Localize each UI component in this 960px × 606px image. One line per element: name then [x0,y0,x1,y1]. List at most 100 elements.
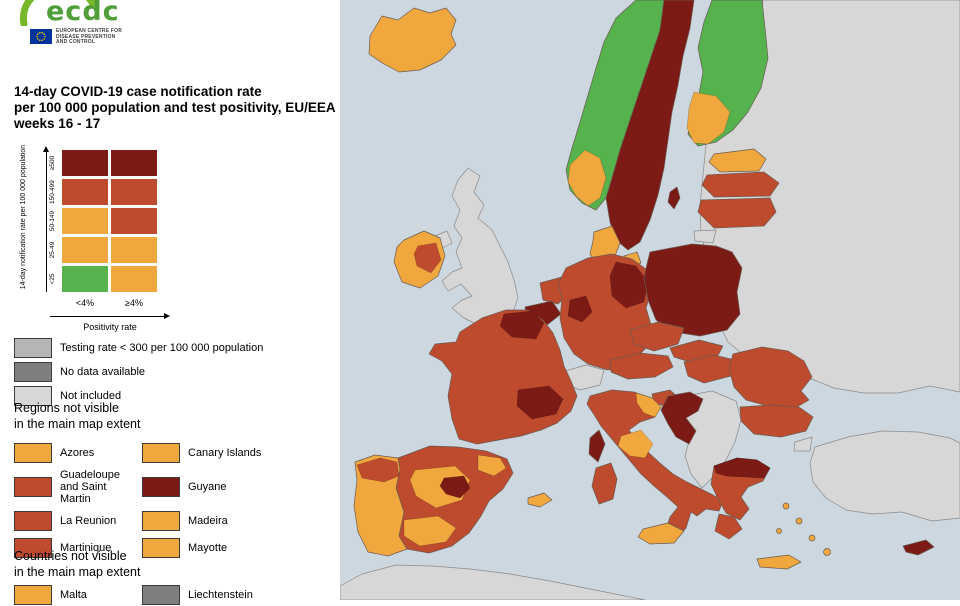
y-axis-line [46,152,47,292]
notification-rate-axis-label: 14-day notification rate per 100 000 pop… [20,144,27,290]
legend-label: Canary Islands [188,447,262,459]
legend-swatch [14,538,52,558]
legend-swatch [142,538,180,558]
legend-swatch [142,511,180,531]
map-region-latvia [701,171,780,198]
map-region-united-kingdom [441,167,519,327]
map-region-sicily [637,522,685,545]
matrix-cell [111,208,157,234]
countries-heading-line1: Countries not visible [14,549,127,563]
legend-swatch [14,338,52,358]
map-title-line1: 14-day COVID-19 case notification rate [14,84,262,99]
map-region-finland-southwest [686,91,731,145]
legend-swatch [14,511,52,531]
x-axis-arrow-icon [164,313,170,319]
legend-label: Mayotte [188,542,228,554]
matrix-cell [111,150,157,176]
legend-swatch [14,386,52,406]
map-title-line2: per 100 000 population and test positivi… [14,100,336,115]
regions-heading-line1: Regions not visible [14,401,119,415]
matrix-row-label: <25 [49,273,56,285]
map-region-aegean-island [823,548,831,556]
map-region-aegean-island [782,502,790,510]
legend-item: La Reunion [14,510,138,532]
legend-label: Azores [60,447,95,459]
map-region-gotland [667,186,681,210]
map-region-poland [643,243,743,337]
map-region-turkey-thrace [793,436,813,452]
regions-heading-line2: in the main map extent [14,417,141,431]
legend-item: No data available [14,360,263,384]
legend-item: Guyane [142,469,330,505]
map-region-ireland-midlands [413,242,442,274]
ecdc-swirl-icon [19,0,96,26]
map-region-italy-center [617,429,654,459]
positivity-axis-label: Positivity rate [83,322,137,332]
map-region-portugal [353,454,408,557]
ecdc-logo: ecdc EUROPEAN CENTRE FOR DISEASE PREVENT… [19,0,228,50]
map-region-norway-south [567,149,607,207]
matrix-row-label: 150-499 [49,180,56,204]
x-axis-line [50,316,164,317]
org-name-line3: AND CONTROL [56,39,96,46]
map-region-lithuania [697,197,777,229]
matrix-cell [62,266,108,292]
countries-section-heading: Countries not visible in the main map ex… [14,548,140,580]
legend-swatch [142,443,180,463]
legend-swatch [142,477,180,497]
legend-label: Not included [60,390,122,402]
legend-label: No data available [60,366,146,378]
legend-label: Guyane [188,481,227,493]
map-region-aegean-island [776,528,782,534]
map-region-turkey [809,430,960,522]
map-region-balearic-islands [527,492,553,508]
map-region-kaliningrad [693,229,717,244]
legend-swatch [14,443,52,463]
logo-wordmark: ecdc [46,0,120,27]
map-region-spain-center [409,465,471,509]
countries-legend: Malta Liechtenstein [14,584,330,606]
map-title-line3: weeks 16 - 17 [14,116,101,131]
legend-label: Martinique [60,542,112,554]
map-region-cyprus [902,539,935,556]
map-region-sardinia [591,462,618,505]
map-region-italy-northeast [635,392,662,418]
map-region-north-africa [339,564,646,600]
y-axis-arrow-icon [43,146,49,152]
regions-legend: Azores Canary Islands Guadeloupe and Sai… [14,442,330,559]
rate-positivity-matrix: 14-day notification rate per 100 000 pop… [16,145,206,346]
legend-item: Malta [14,584,138,606]
map-region-crete [756,554,802,570]
legend-swatch [14,362,52,382]
map-region-aegean-island [795,517,803,525]
map-region-peloponnese [714,513,743,540]
matrix-cell [62,237,108,263]
legend-swatch [142,585,180,605]
map-region-czechia [629,321,685,352]
org-name-line2: DISEASE PREVENTION [56,33,116,40]
map-title: 14-day COVID-19 case notification rate p… [14,84,344,132]
map-region-sweden [605,0,695,251]
legend-item: Guadeloupe and Saint Martin [14,469,138,505]
map-region-spain-northeast [477,454,507,477]
map-region-romania [728,346,813,409]
matrix-cells [62,150,157,292]
map-region-austria [609,352,674,380]
map-region-spain-madrid [439,475,471,499]
legend-label: Liechtenstein [188,589,253,601]
legend-label: La Reunion [60,515,117,527]
map-region-portugal-north [356,457,400,483]
legend-swatch [14,477,52,497]
map-region-germany-west [567,295,593,323]
matrix-cell [111,179,157,205]
legend-item: Madeira [142,510,330,532]
map-region-france-north [499,310,545,340]
left-panel: ecdc EUROPEAN CENTRE FOR DISEASE PREVENT… [0,0,340,605]
legend-label: Guadeloupe and Saint Martin [60,469,120,505]
matrix-cell [111,266,157,292]
map-region-italy [586,389,724,540]
matrix-cell [62,208,108,234]
legend-item: Canary Islands [142,442,330,464]
